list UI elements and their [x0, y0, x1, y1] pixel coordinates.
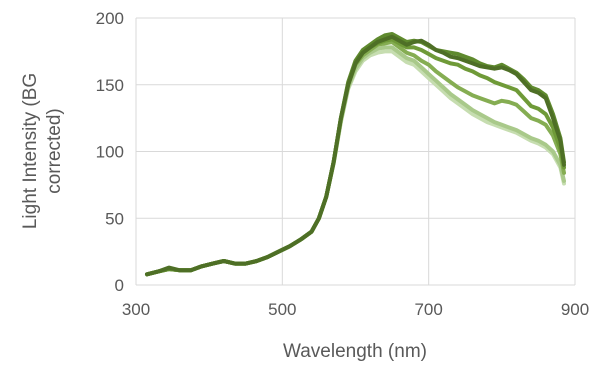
y-tick-label: 0	[115, 276, 124, 295]
y-tick-label: 50	[105, 209, 124, 228]
y-axis-tick-labels: 0 50 100 150 200	[96, 9, 124, 295]
y-tick-label: 100	[96, 143, 124, 162]
y-tick-label: 200	[96, 9, 124, 28]
x-tick-label: 300	[122, 300, 150, 319]
x-tick-label: 700	[414, 300, 442, 319]
x-tick-label: 900	[561, 300, 589, 319]
x-tick-label: 500	[268, 300, 296, 319]
y-axis-title: Light Intensity (BG corrected)	[20, 73, 65, 229]
y-axis-title-line-2: corrected)	[44, 108, 65, 194]
y-axis-title-line-1: Light Intensity (BG	[20, 73, 41, 229]
x-axis-tick-labels: 300 500 700 900	[122, 300, 589, 319]
y-tick-label: 150	[96, 76, 124, 95]
data-series	[145, 32, 566, 277]
series-line-5	[145, 45, 566, 277]
x-axis-title: Wavelength (nm)	[283, 341, 427, 362]
series-line-1	[145, 34, 566, 277]
series-line-4	[145, 40, 566, 277]
